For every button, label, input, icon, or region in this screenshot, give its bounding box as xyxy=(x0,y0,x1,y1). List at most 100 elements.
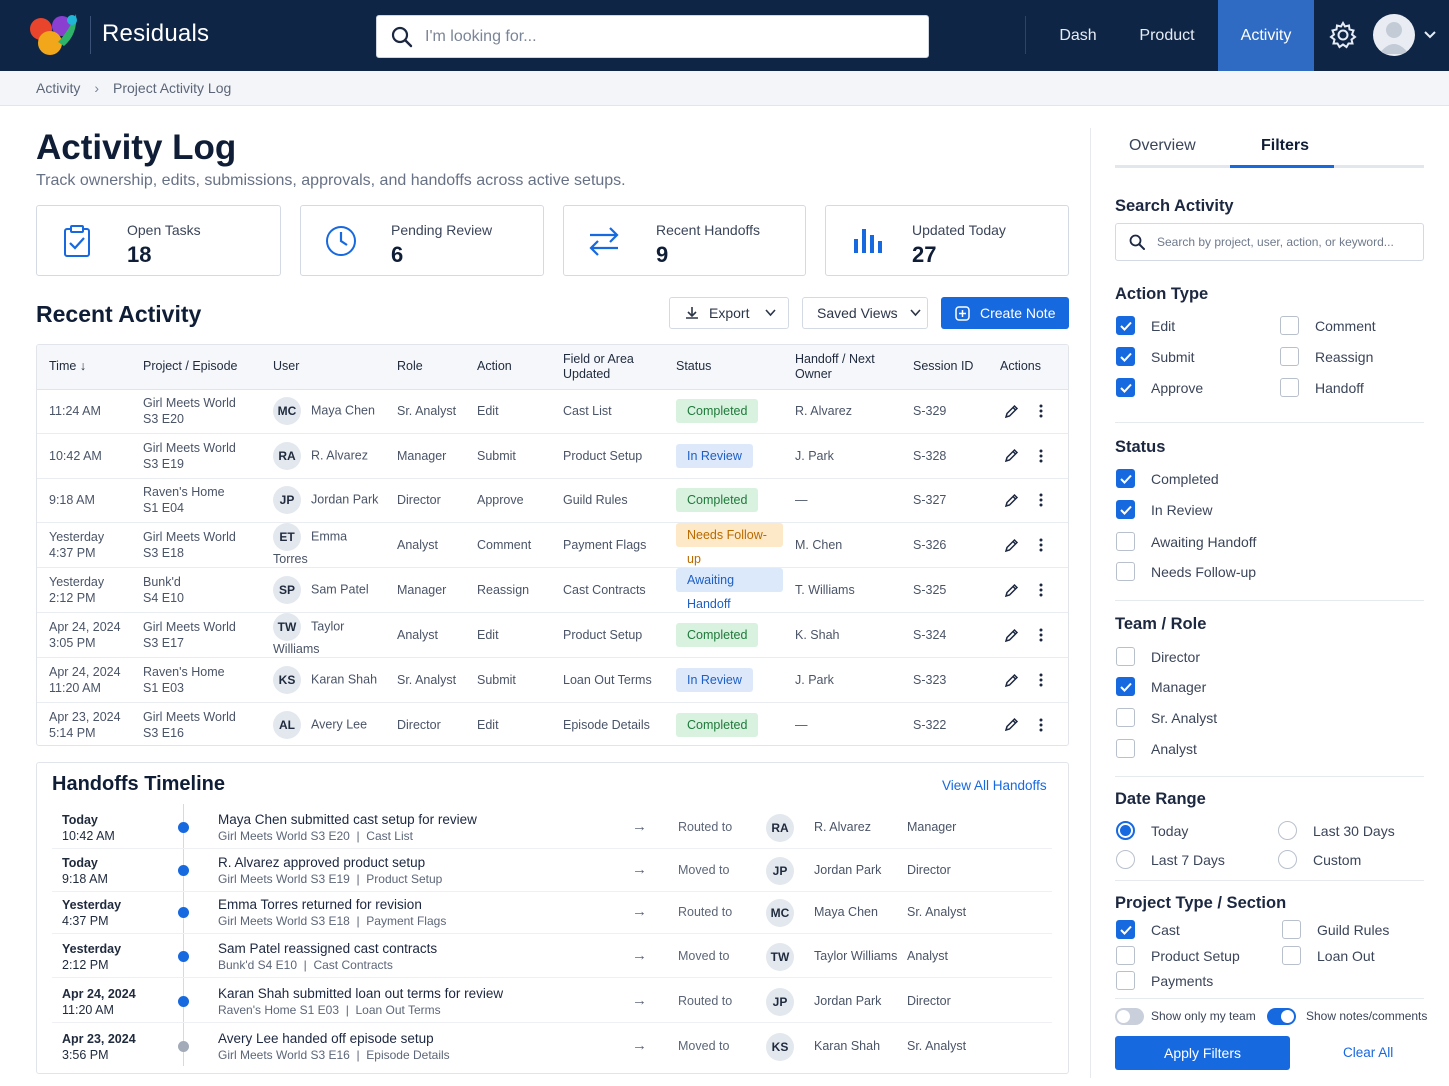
more-vertical-icon[interactable] xyxy=(1039,718,1043,732)
timeline-item[interactable]: Today 9:18 AM R. Alvarez approved product … xyxy=(52,849,1052,892)
table-row[interactable]: 11:24 AM Girl Meets World S3 E20 MC Maya Che… xyxy=(37,389,1068,435)
checkbox[interactable] xyxy=(1116,971,1135,990)
toggle-show-notes[interactable] xyxy=(1267,1008,1296,1025)
more-vertical-icon[interactable] xyxy=(1039,628,1043,642)
checkbox[interactable] xyxy=(1280,347,1299,366)
nav-activity[interactable]: Activity xyxy=(1218,0,1314,71)
global-search-input[interactable] xyxy=(425,27,895,46)
filter-status-in-review[interactable]: In Review xyxy=(1116,500,1212,519)
table-row[interactable]: 9:18 AM Raven's Home S1 E04 JP Jordan Park Di… xyxy=(37,478,1068,524)
timeline-item[interactable]: Yesterday 4:37 PM Emma Torres returned for… xyxy=(52,891,1052,934)
more-vertical-icon[interactable] xyxy=(1039,538,1043,552)
filter-team-manager[interactable]: Manager xyxy=(1116,677,1206,696)
apply-filters-button[interactable]: Apply Filters xyxy=(1115,1036,1290,1070)
filter-status-completed[interactable]: Completed xyxy=(1116,469,1219,488)
table-row[interactable]: Yesterday 2:12 PM Bunk'd S4 E10 SP Sam Patel M… xyxy=(37,567,1068,614)
col-time[interactable]: Time ↓ xyxy=(37,345,131,390)
table-row[interactable]: Yesterday 4:37 PM Girl Meets World S3 E18 ET… xyxy=(37,522,1068,569)
checkbox[interactable] xyxy=(1282,920,1301,939)
col-project[interactable]: Project / Episode xyxy=(131,345,261,390)
checkbox[interactable] xyxy=(1116,316,1135,335)
filter-action-handoff[interactable]: Handoff xyxy=(1280,378,1364,397)
table-row[interactable]: Apr 24, 2024 11:20 AM Raven's Home S1 E03 KS… xyxy=(37,657,1068,703)
view-all-handoffs-link[interactable]: View All Handoffs xyxy=(942,778,1047,793)
checkbox[interactable] xyxy=(1116,378,1135,397)
radio[interactable] xyxy=(1116,821,1135,840)
table-row[interactable]: Apr 23, 2024 5:14 PM Girl Meets World S3 E1… xyxy=(37,702,1068,745)
filter-search[interactable] xyxy=(1115,223,1424,261)
filter-date-last-7-days[interactable]: Last 7 Days xyxy=(1116,850,1225,869)
stat-open-tasks[interactable]: Open Tasks 18 xyxy=(36,205,281,276)
col-field[interactable]: Field or Area Updated xyxy=(551,345,664,390)
filter-action-reassign[interactable]: Reassign xyxy=(1280,347,1373,366)
pencil-icon[interactable] xyxy=(1004,538,1019,553)
create-note-button[interactable]: Create Note xyxy=(941,297,1069,329)
pencil-icon[interactable] xyxy=(1004,628,1019,643)
stat-recent-handoffs[interactable]: Recent Handoffs 9 xyxy=(563,205,806,276)
filter-date-last-30-days[interactable]: Last 30 Days xyxy=(1278,821,1395,840)
nav-product[interactable]: Product xyxy=(1139,26,1195,44)
col-action[interactable]: Action xyxy=(465,345,551,390)
pencil-icon[interactable] xyxy=(1004,583,1019,598)
brand-logo-icon[interactable] xyxy=(28,12,80,58)
pencil-icon[interactable] xyxy=(1004,404,1019,419)
breadcrumb-activity[interactable]: Activity xyxy=(36,80,81,96)
filter-team-analyst[interactable]: Analyst xyxy=(1116,739,1197,758)
filter-project-loan-out[interactable]: Loan Out xyxy=(1282,946,1375,965)
filter-project-product-setup[interactable]: Product Setup xyxy=(1116,946,1240,965)
filter-action-approve[interactable]: Approve xyxy=(1116,378,1203,397)
pencil-icon[interactable] xyxy=(1004,717,1019,732)
user-avatar[interactable] xyxy=(1373,14,1415,56)
checkbox[interactable] xyxy=(1116,946,1135,965)
more-vertical-icon[interactable] xyxy=(1039,673,1043,687)
checkbox[interactable] xyxy=(1116,532,1135,551)
more-vertical-icon[interactable] xyxy=(1039,404,1043,418)
filter-action-submit[interactable]: Submit xyxy=(1116,347,1195,366)
col-role[interactable]: Role xyxy=(385,345,465,390)
col-session[interactable]: Session ID xyxy=(901,345,988,390)
filter-search-input[interactable] xyxy=(1157,235,1417,249)
table-row[interactable]: Apr 24, 2024 3:05 PM Girl Meets World S3 E1… xyxy=(37,612,1068,659)
radio[interactable] xyxy=(1278,850,1297,869)
nav-dash[interactable]: Dash xyxy=(1059,26,1097,44)
filter-action-comment[interactable]: Comment xyxy=(1280,316,1376,335)
pencil-icon[interactable] xyxy=(1004,673,1019,688)
saved-views-button[interactable]: Saved Views xyxy=(802,297,928,329)
checkbox[interactable] xyxy=(1116,677,1135,696)
timeline-item[interactable]: Yesterday 2:12 PM Sam Patel reassigned cas… xyxy=(52,935,1052,978)
gear-icon[interactable] xyxy=(1328,20,1358,50)
global-search[interactable] xyxy=(376,15,929,58)
filter-status-needs-follow-up[interactable]: Needs Follow-up xyxy=(1116,562,1256,581)
filter-date-today[interactable]: Today xyxy=(1116,821,1188,840)
radio[interactable] xyxy=(1278,821,1297,840)
chevron-down-icon[interactable] xyxy=(1423,30,1437,40)
checkbox[interactable] xyxy=(1280,316,1299,335)
filter-project-guild-rules[interactable]: Guild Rules xyxy=(1282,920,1389,939)
filter-team-director[interactable]: Director xyxy=(1116,647,1200,666)
checkbox[interactable] xyxy=(1282,946,1301,965)
checkbox[interactable] xyxy=(1116,500,1135,519)
filter-status-awaiting-handoff[interactable]: Awaiting Handoff xyxy=(1116,532,1256,551)
col-status[interactable]: Status xyxy=(664,345,783,390)
col-next-owner[interactable]: Handoff / Next Owner xyxy=(783,345,901,390)
filter-project-payments[interactable]: Payments xyxy=(1116,971,1213,990)
table-row[interactable]: 10:42 AM Girl Meets World S3 E19 RA R. Alvar… xyxy=(37,433,1068,479)
tab-overview[interactable]: Overview xyxy=(1129,137,1196,154)
more-vertical-icon[interactable] xyxy=(1039,493,1043,507)
pencil-icon[interactable] xyxy=(1004,448,1019,463)
checkbox[interactable] xyxy=(1116,708,1135,727)
more-vertical-icon[interactable] xyxy=(1039,449,1043,463)
checkbox[interactable] xyxy=(1116,347,1135,366)
col-user[interactable]: User xyxy=(261,345,385,390)
stat-updated-today[interactable]: Updated Today 27 xyxy=(825,205,1069,276)
checkbox[interactable] xyxy=(1116,739,1135,758)
timeline-item[interactable]: Apr 24, 2024 11:20 AM Karan Shah submitted… xyxy=(52,980,1052,1023)
export-button[interactable]: Export xyxy=(669,297,789,329)
more-vertical-icon[interactable] xyxy=(1039,583,1043,597)
clear-all-link[interactable]: Clear All xyxy=(1343,1045,1394,1060)
pencil-icon[interactable] xyxy=(1004,493,1019,508)
filter-action-edit[interactable]: Edit xyxy=(1116,316,1175,335)
timeline-item[interactable]: Apr 23, 2024 3:56 PM Avery Lee handed off … xyxy=(52,1025,1052,1068)
tab-filters[interactable]: Filters xyxy=(1261,137,1310,154)
checkbox[interactable] xyxy=(1116,647,1135,666)
